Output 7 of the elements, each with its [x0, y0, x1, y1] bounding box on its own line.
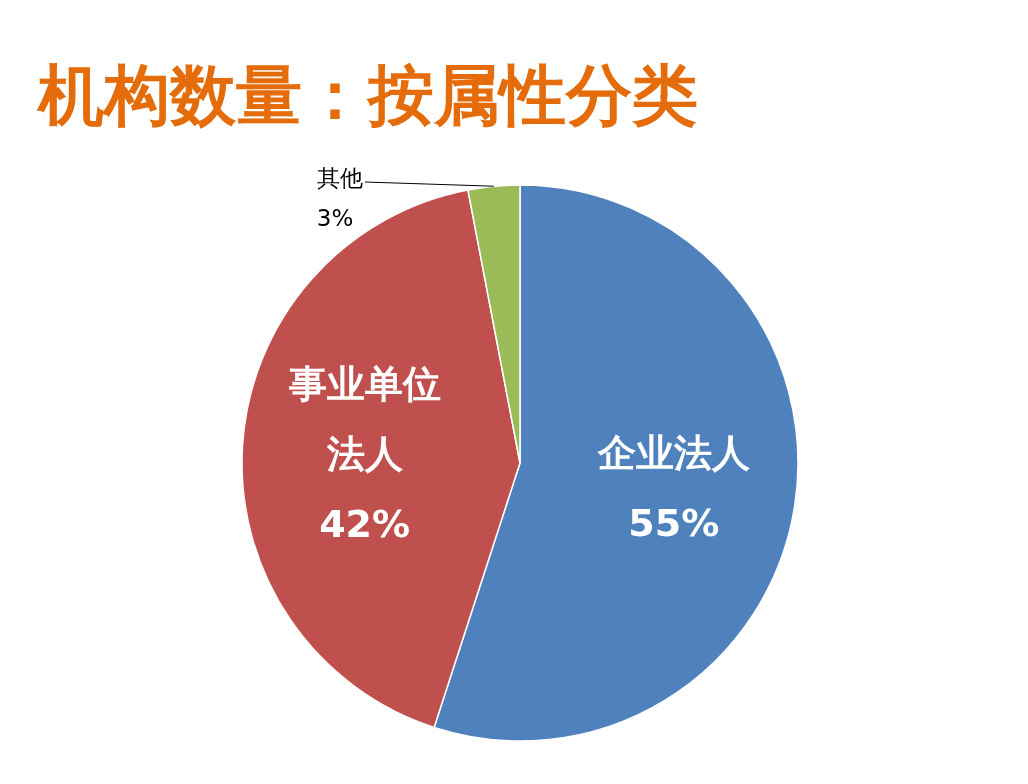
- data-label: 42%: [319, 502, 411, 547]
- chart-title: 机构数量：按属性分类: [36, 57, 698, 134]
- slice-label: 企业法人: [596, 431, 750, 476]
- slice-label: 事业单位法人: [287, 362, 441, 477]
- slice-label: 其他: [317, 165, 363, 191]
- data-label: 55%: [628, 501, 720, 546]
- data-label: 3%: [316, 205, 354, 231]
